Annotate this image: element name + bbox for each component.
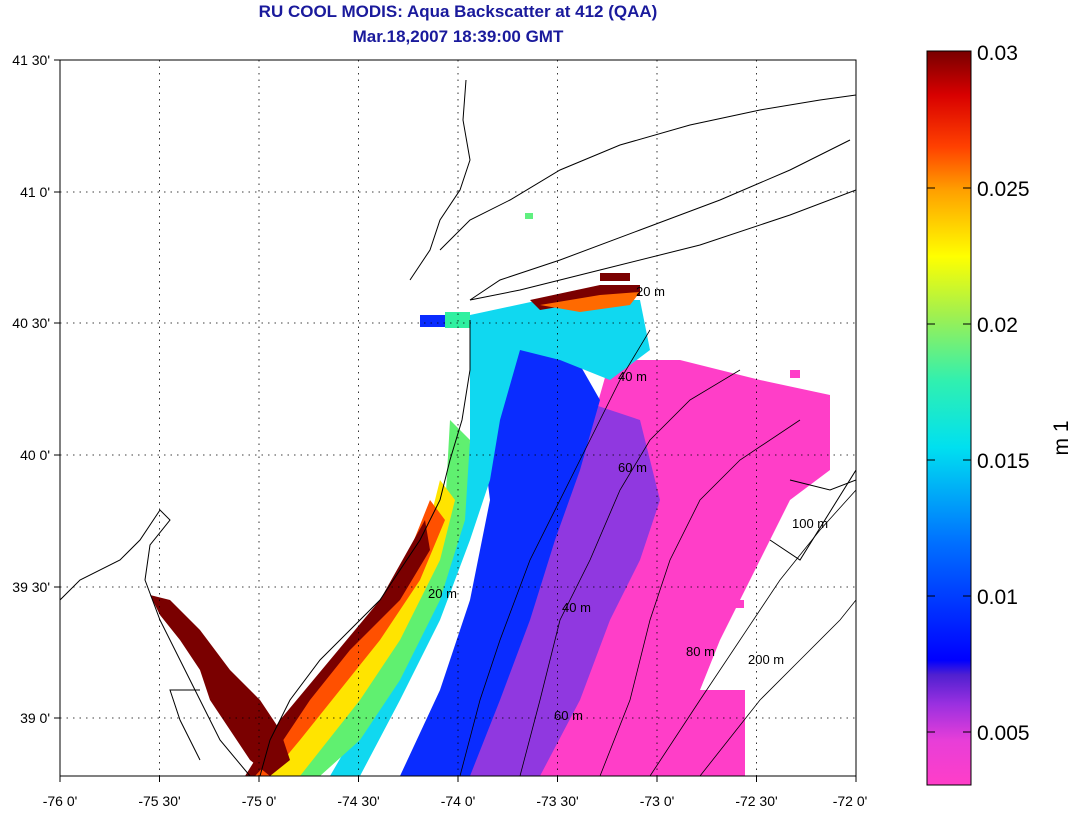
colorbar-label: 0.01 bbox=[977, 586, 1018, 609]
isobath-label: 40 m bbox=[618, 369, 647, 384]
isobath-label: 20 m bbox=[636, 284, 665, 299]
y-tick-label: 40 30' bbox=[12, 315, 50, 331]
x-tick-label: -73 0' bbox=[640, 793, 675, 809]
backscatter-field: 20 m 40 m 60 m 100 m 200 m 20 m 40 m 60 … bbox=[60, 60, 856, 776]
colorbar bbox=[926, 50, 972, 786]
coastline bbox=[60, 79, 856, 776]
map-title: RU COOL MODIS: Aqua Backscatter at 412 (… bbox=[258, 2, 658, 21]
colorbar-label: 0.025 bbox=[977, 178, 1030, 201]
colorbar-label: 0.005 bbox=[977, 722, 1030, 745]
x-tick-labels: -76 0' -75 30' -75 0' -74 30' -74 0' -73… bbox=[43, 793, 868, 809]
isobath-label: 20 m bbox=[428, 586, 457, 601]
isobath-label: 40 m bbox=[562, 600, 591, 615]
y-tick-label: 39 30' bbox=[12, 579, 50, 595]
y-tick-label: 40 0' bbox=[20, 447, 50, 463]
x-tick-label: -75 30' bbox=[138, 793, 180, 809]
tick-marks bbox=[54, 59, 857, 782]
x-tick-label: -74 30' bbox=[337, 793, 379, 809]
x-tick-label: -72 0' bbox=[833, 793, 868, 809]
scattered-pixels bbox=[660, 370, 800, 740]
x-tick-label: -75 0' bbox=[242, 793, 277, 809]
isobath-label: 200 m bbox=[748, 652, 784, 667]
y-tick-label: 41 0' bbox=[20, 184, 50, 200]
x-tick-label: -76 0' bbox=[43, 793, 78, 809]
isobath-label: 100 m bbox=[792, 516, 828, 531]
x-tick-label: -74 0' bbox=[441, 793, 476, 809]
x-tick-label: -72 30' bbox=[735, 793, 777, 809]
colorbar-label: 0.03 bbox=[977, 42, 1018, 65]
isobath-label: 80 m bbox=[686, 644, 715, 659]
map-subtitle: Mar.18,2007 18:39:00 GMT bbox=[352, 27, 564, 46]
graticule bbox=[60, 60, 856, 776]
colorbar-label: 0.02 bbox=[977, 314, 1018, 337]
y-tick-label: 39 0' bbox=[20, 710, 50, 726]
colorbar-unit: m 1 bbox=[1050, 420, 1072, 455]
isobath-label: 60 m bbox=[554, 708, 583, 723]
darkred-coastal-strip bbox=[245, 520, 430, 776]
blue-band bbox=[400, 320, 600, 776]
y-tick-label: 41 30' bbox=[12, 52, 50, 68]
purple-band bbox=[460, 400, 660, 776]
colorbar-ticks bbox=[927, 50, 971, 733]
isobath-label: 60 m bbox=[618, 460, 647, 475]
colorbar-label: 0.015 bbox=[977, 450, 1030, 473]
isobaths bbox=[459, 329, 856, 776]
x-tick-label: -73 30' bbox=[536, 793, 578, 809]
